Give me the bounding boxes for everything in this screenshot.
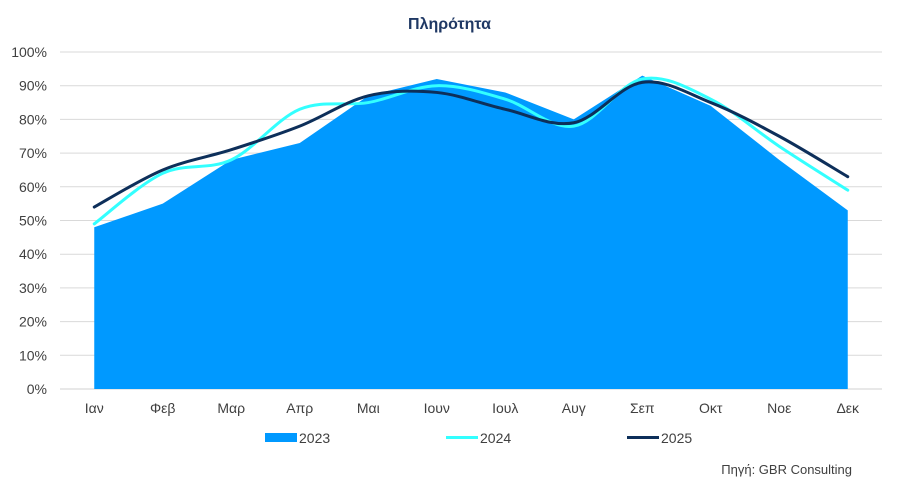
legend-swatch-2023 (265, 433, 297, 442)
chart-title: Πληρότητα (408, 16, 491, 33)
x-tick-label: Σεπ (630, 400, 655, 416)
legend-label-2025: 2025 (661, 430, 692, 446)
x-tick-label: Ιουλ (492, 400, 518, 416)
y-tick-label: 10% (19, 347, 47, 363)
x-tick-label: Ιαν (85, 400, 104, 416)
series-2025-line (92, 80, 850, 209)
x-tick-label: Φεβ (150, 400, 175, 416)
x-tick-label: Αυγ (562, 400, 586, 416)
x-tick-label: Απρ (286, 400, 313, 416)
x-tick-label: Ιουν (424, 400, 450, 416)
y-tick-label: 0% (27, 381, 47, 397)
x-tick-label: Μαι (357, 400, 380, 416)
y-tick-label: 30% (19, 280, 47, 296)
y-tick-label: 40% (19, 246, 47, 262)
legend: 2023 2024 2025 (265, 430, 692, 446)
y-tick-label: 90% (19, 78, 47, 94)
y-tick-label: 20% (19, 314, 47, 330)
y-axis-ticks: 0% 10% 20% 30% 40% 50% 60% 70% 80% 90% 100% (11, 44, 47, 397)
x-tick-label: Δεκ (836, 400, 860, 416)
area-series-layer (94, 75, 848, 389)
source-note: Πηγή: GBR Consulting (721, 462, 852, 477)
x-tick-label: Νοε (767, 400, 791, 416)
x-axis-ticks: Ιαν Φεβ Μαρ Απρ Μαι Ιουν Ιουλ Αυγ Σεπ Οκτ Νοε Δεκ (85, 400, 860, 416)
y-tick-label: 70% (19, 145, 47, 161)
x-tick-label: Μαρ (217, 400, 245, 416)
series-2023-area (94, 75, 848, 389)
y-tick-label: 60% (19, 179, 47, 195)
y-tick-label: 80% (19, 111, 47, 127)
y-tick-label: 100% (11, 44, 47, 60)
y-tick-label: 50% (19, 213, 47, 229)
x-tick-label: Οκτ (699, 400, 723, 416)
legend-label-2023: 2023 (299, 430, 330, 446)
line-series-layer (92, 76, 850, 226)
legend-label-2024: 2024 (480, 430, 511, 446)
